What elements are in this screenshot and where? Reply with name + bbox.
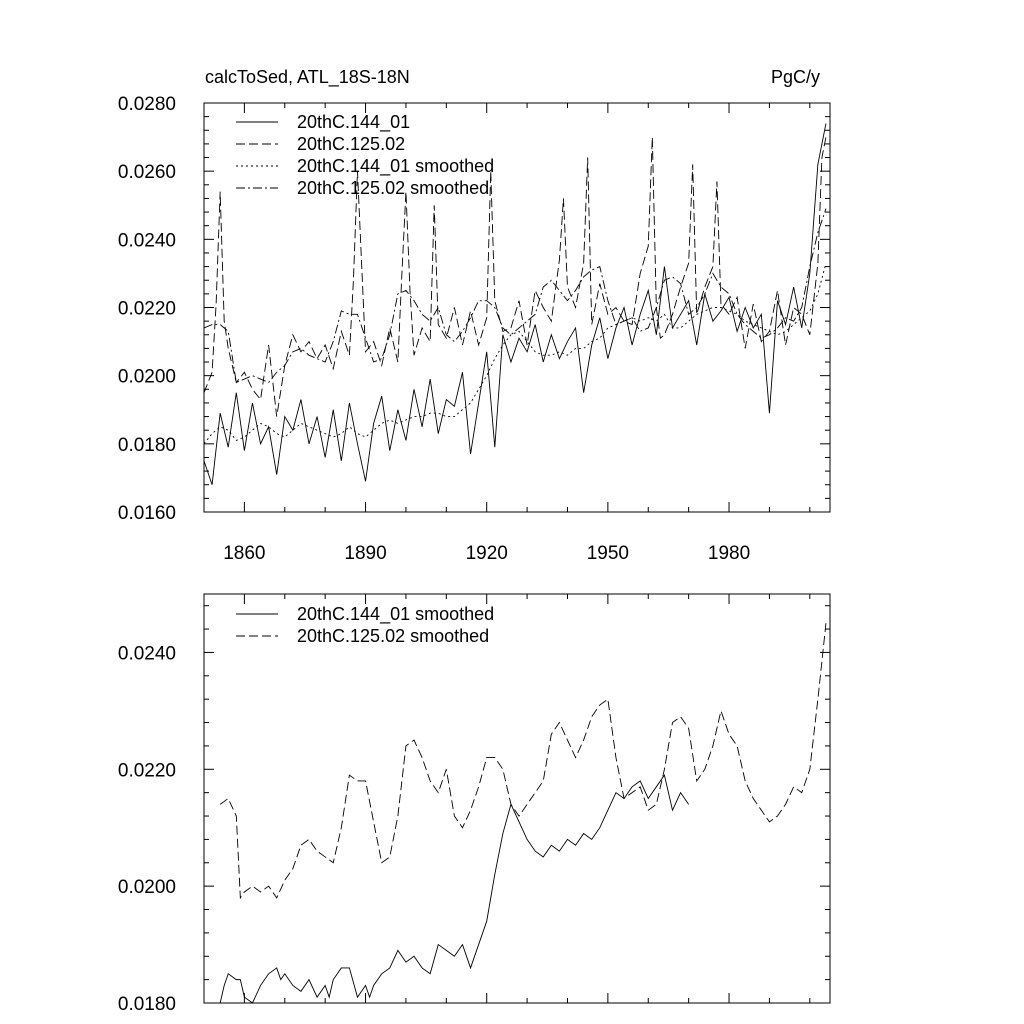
bottom-ytick-label: 0.0180 — [118, 994, 176, 1015]
top-xtick-label: 1860 — [223, 543, 265, 564]
bottom-ticks — [203, 594, 830, 1004]
bottom-legend-label-1: 20thC.125.02 smoothed — [297, 626, 489, 646]
top-ytick-label: 0.0280 — [118, 94, 176, 115]
top-series-3-line — [204, 208, 827, 384]
bottom-ytick-labels: 0.0180 0.0200 0.0220 0.0240 — [118, 643, 176, 1015]
top-ytick-label: 0.0220 — [118, 299, 176, 320]
top-series — [204, 123, 827, 485]
top-ytick-label: 0.0160 — [118, 503, 176, 524]
top-xtick-label: 1920 — [466, 543, 508, 564]
top-xtick-label: 1980 — [708, 543, 750, 564]
bottom-panel: 0.0180 0.0200 0.0220 0.0240 20thC.144_01 sm… — [118, 593, 831, 1015]
bottom-series-0-line — [219, 774, 690, 1003]
bottom-series — [219, 623, 827, 1003]
top-series-0-line — [204, 123, 827, 485]
top-xtick-label: 1950 — [587, 543, 629, 564]
top-ytick-label: 0.0180 — [118, 435, 176, 456]
top-series-2-line — [204, 263, 827, 445]
bottom-legend-label-0: 20thC.144_01 smoothed — [297, 604, 494, 625]
top-legend-label-3: 20thC.125.02 smoothed — [297, 178, 489, 198]
bottom-ytick-label: 0.0200 — [118, 877, 176, 898]
top-ytick-label: 0.0200 — [118, 367, 176, 388]
bottom-ytick-label: 0.0240 — [118, 643, 176, 664]
top-ytick-label: 0.0240 — [118, 230, 176, 251]
top-panel-title: calcToSed, ATL_18S-18N — [205, 67, 410, 88]
top-legend-label-1: 20thC.125.02 — [297, 134, 405, 154]
top-ticks — [203, 102, 830, 513]
bottom-series-1-line — [219, 623, 827, 900]
bottom-plot-frame — [203, 593, 831, 1004]
top-xtick-label: 1890 — [344, 543, 386, 564]
top-panel: calcToSed, ATL_18S-18N PgC/y 0.0160 0.018… — [118, 67, 831, 564]
top-legend-label-2: 20thC.144_01 smoothed — [297, 156, 494, 177]
bottom-ytick-label: 0.0220 — [118, 760, 176, 781]
top-series-1-line — [204, 136, 827, 417]
top-ytick-labels: 0.0160 0.0180 0.0200 0.0220 0.0240 0.0260 0.02… — [118, 94, 176, 524]
top-xtick-labels: 1860 1890 1920 1950 1980 — [223, 543, 750, 564]
top-legend-label-0: 20thC.144_01 — [297, 112, 410, 133]
top-ytick-label: 0.0260 — [118, 162, 176, 183]
top-panel-units: PgC/y — [771, 67, 820, 87]
